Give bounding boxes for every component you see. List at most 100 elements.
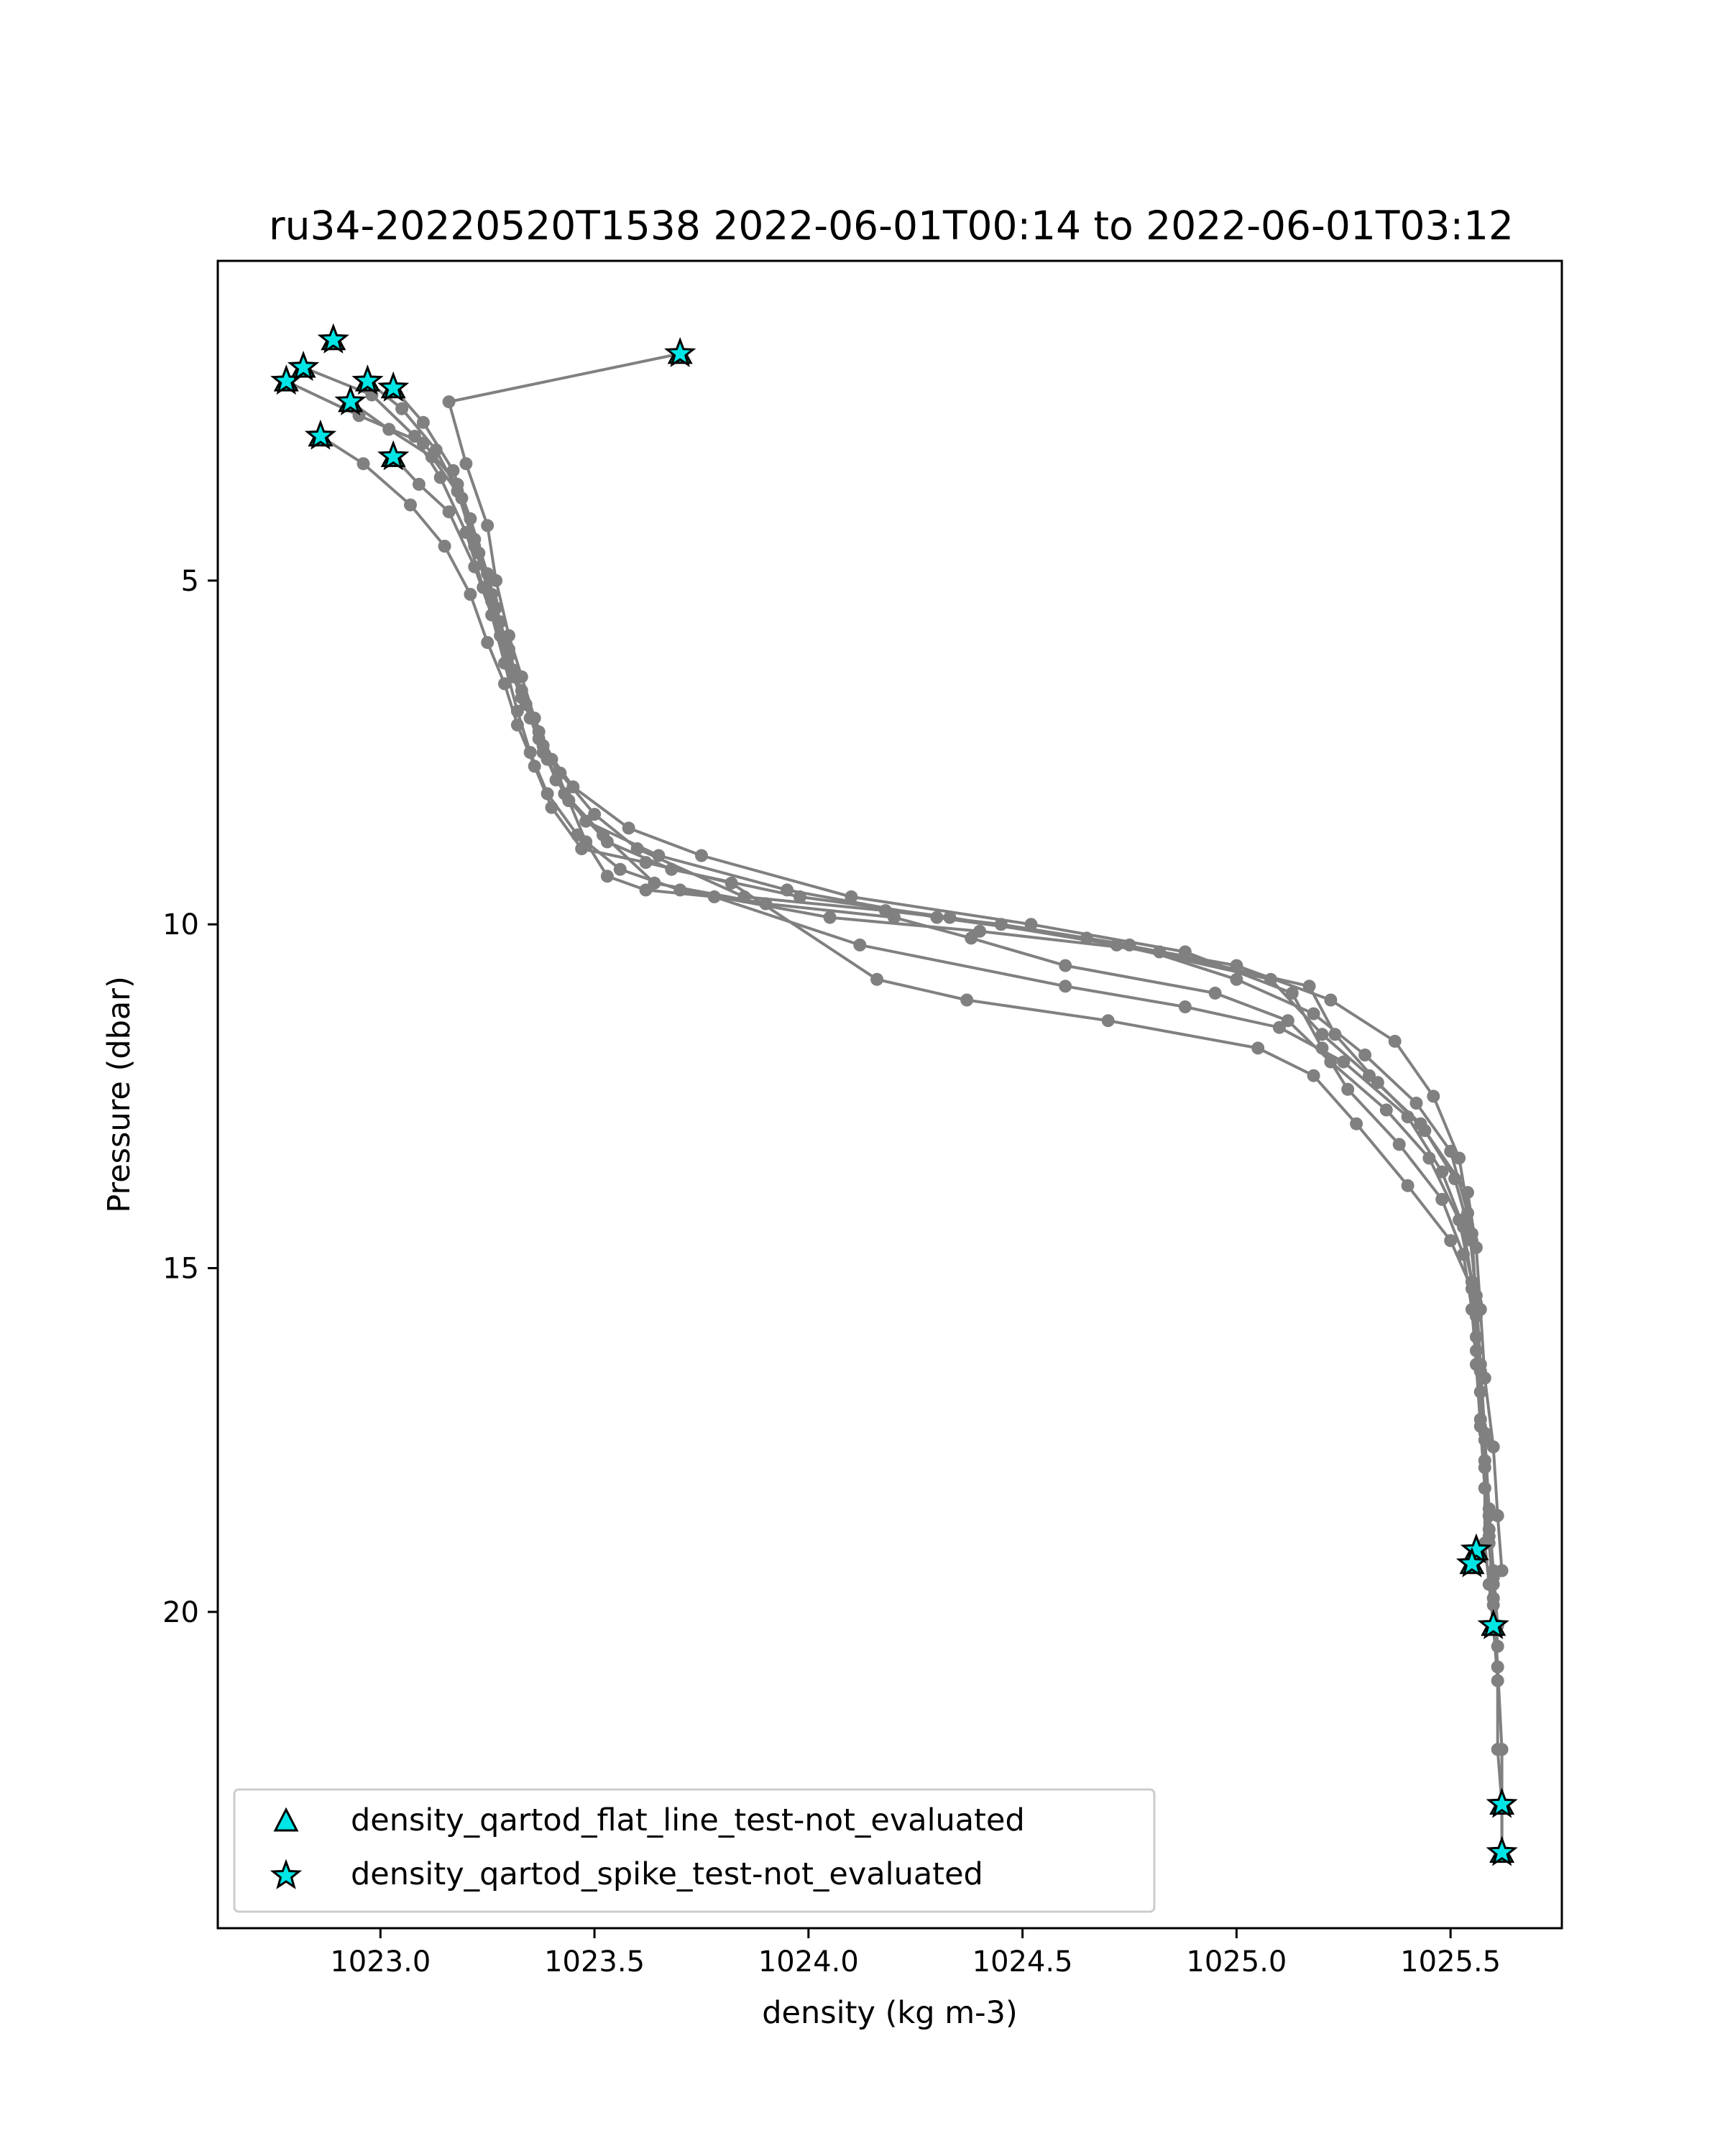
x-tick-label: 1025.0 <box>1186 1945 1287 1978</box>
x-tick-label: 1024.5 <box>972 1945 1073 1978</box>
data-point <box>845 890 858 903</box>
y-axis-label: Pressure (dbar) <box>101 976 137 1212</box>
data-point <box>1469 1309 1483 1323</box>
data-point <box>639 883 653 897</box>
data-point <box>575 842 589 855</box>
data-point <box>1478 1433 1491 1447</box>
data-point <box>1444 1234 1458 1248</box>
data-point <box>781 883 794 897</box>
data-point <box>1285 986 1299 1000</box>
y-tick-label: 5 <box>181 565 199 598</box>
data-point <box>532 732 546 745</box>
data-point <box>1482 1502 1496 1516</box>
data-point <box>973 924 987 938</box>
data-point <box>759 897 773 911</box>
data-point <box>1473 1365 1487 1378</box>
data-point <box>464 512 477 525</box>
data-point <box>1059 959 1072 972</box>
data-point <box>1363 1069 1376 1082</box>
data-point <box>994 918 1008 931</box>
data-point <box>416 436 430 450</box>
x-axis-label: density (kg m-3) <box>762 1995 1018 2031</box>
data-point <box>1478 1461 1491 1474</box>
data-point <box>1491 1639 1504 1653</box>
data-point <box>1401 1179 1414 1192</box>
spike-marker <box>351 364 384 395</box>
data-point <box>793 890 806 903</box>
data-point <box>1341 1082 1355 1096</box>
data-point <box>1123 938 1136 952</box>
data-point <box>1427 1089 1440 1103</box>
data-point <box>485 594 499 608</box>
data-point <box>1059 980 1072 993</box>
data-point <box>1409 1097 1423 1110</box>
data-point <box>1465 1234 1478 1248</box>
spike-marker <box>334 384 367 415</box>
data-point <box>468 560 482 573</box>
data-point <box>652 849 666 862</box>
data-point <box>1469 1296 1483 1309</box>
data-point <box>451 484 464 498</box>
data-point <box>1251 1041 1265 1055</box>
data-point <box>395 402 409 415</box>
data-point <box>1178 945 1192 959</box>
data-point <box>438 540 451 553</box>
data-point <box>695 849 708 862</box>
data-point <box>853 938 867 952</box>
data-point <box>1392 1138 1406 1151</box>
data-point <box>1453 1213 1466 1227</box>
data-point <box>481 519 494 533</box>
legend-star-marker <box>270 1858 303 1889</box>
plot-frame <box>216 259 1563 1930</box>
data-point <box>408 430 421 443</box>
data-point <box>545 801 558 814</box>
x-tick-label: 1023.5 <box>544 1945 645 1978</box>
chart-title: ru34-20220520T1538 2022-06-01T00:14 to 2… <box>269 203 1514 249</box>
data-point <box>1153 945 1167 959</box>
legend-entry-flat-line: density_qartod_flat_line_test-not_evalua… <box>351 1802 1025 1838</box>
data-point <box>1110 938 1123 952</box>
data-point <box>1324 993 1338 1007</box>
y-tick-label: 10 <box>162 908 199 941</box>
data-point <box>498 677 511 691</box>
spike-marker <box>1460 1533 1493 1564</box>
data-point <box>737 890 751 903</box>
data-point <box>477 581 490 594</box>
data-point <box>1324 1055 1338 1069</box>
y-tick-label: 15 <box>162 1253 199 1286</box>
data-point <box>1435 1165 1449 1179</box>
x-axis-ticks: 1023.0 1023.5 1024.0 1024.5 1025.0 1025.5 <box>330 1928 1501 1978</box>
data-point <box>1101 1014 1115 1028</box>
data-point <box>464 588 477 601</box>
data-point <box>1307 1069 1320 1082</box>
data-point <box>943 911 957 924</box>
x-tick-label: 1023.0 <box>330 1945 431 1978</box>
data-point <box>1379 1103 1393 1117</box>
data-point <box>468 540 482 553</box>
data-point <box>1435 1192 1449 1206</box>
data-point <box>930 911 944 924</box>
data-point <box>870 972 884 986</box>
x-tick-label: 1025.5 <box>1400 1945 1501 1978</box>
data-point <box>540 787 554 801</box>
data-point <box>724 876 738 890</box>
data-point <box>433 471 447 484</box>
data-point <box>1401 1110 1414 1124</box>
data-point <box>1350 1117 1363 1130</box>
legend: density_qartod_flat_line_test-not_evalua… <box>233 1788 1156 1913</box>
data-point <box>1388 1034 1402 1048</box>
data-point <box>1230 959 1243 972</box>
data-point <box>1230 972 1243 986</box>
data-point <box>639 856 653 870</box>
spike-marker <box>1477 1608 1509 1639</box>
data-point <box>540 752 554 766</box>
data-point <box>1486 1571 1500 1585</box>
data-point <box>1465 1282 1478 1296</box>
data-point <box>1469 1330 1483 1344</box>
spike-marker <box>377 440 410 471</box>
data-point <box>494 615 507 629</box>
legend-triangle-marker <box>273 1807 299 1832</box>
data-point <box>459 525 473 539</box>
data-point <box>1307 1007 1320 1021</box>
